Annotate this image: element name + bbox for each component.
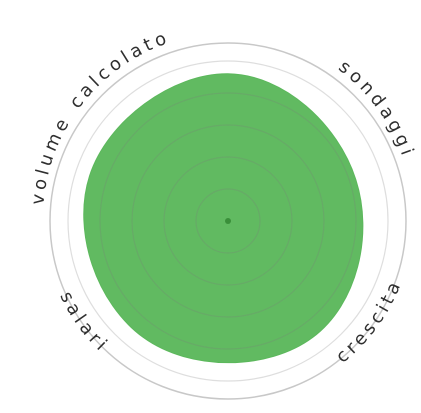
radar-inner-rings <box>67 60 389 382</box>
radar-ring <box>163 156 293 286</box>
axis-label-volume: volume <box>27 112 75 206</box>
radar-center-point <box>225 218 231 224</box>
radar-ring <box>131 124 325 318</box>
radar-ring <box>99 92 357 350</box>
radar-data-area <box>83 73 364 364</box>
radar-outer-ring <box>49 42 407 400</box>
axis-label-sondaggi: sondaggi <box>335 56 419 161</box>
radar-grid <box>49 42 407 400</box>
radar-ring <box>67 60 389 382</box>
radar-ring <box>195 188 261 254</box>
